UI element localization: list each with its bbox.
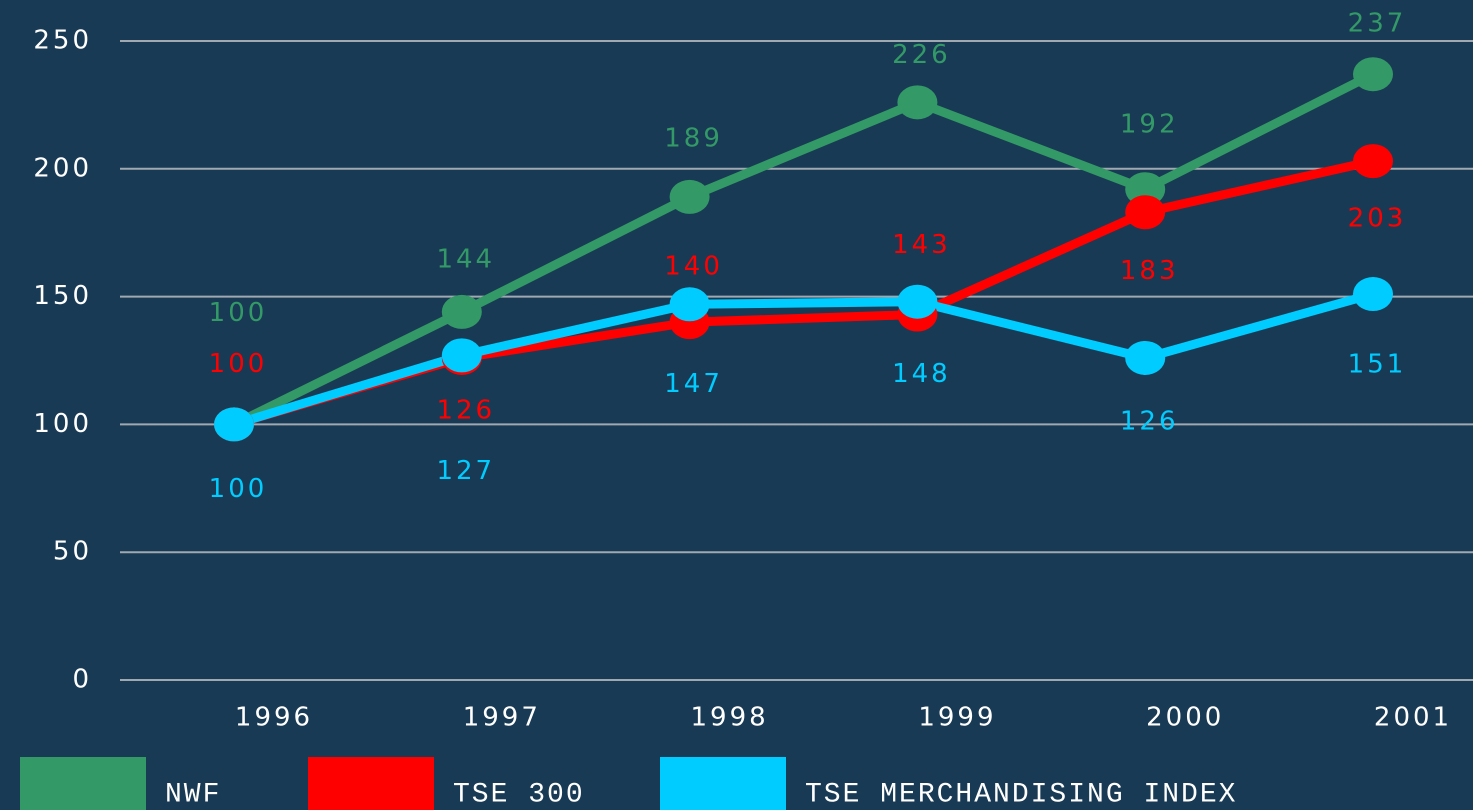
x-tick-label: 1999	[918, 703, 996, 733]
data-label: 126	[1120, 406, 1179, 436]
point-marker	[897, 284, 938, 319]
data-label: 226	[892, 40, 951, 70]
point-marker	[441, 338, 482, 373]
point-marker	[897, 85, 938, 120]
legend-swatch	[660, 757, 786, 810]
legend-swatch	[308, 757, 434, 810]
point-marker	[441, 294, 482, 329]
data-label: 100	[209, 298, 268, 328]
x-tick-label: 1997	[463, 703, 541, 733]
data-label: 127	[436, 456, 495, 486]
point-marker	[1125, 340, 1166, 375]
x-tick-label: 1998	[691, 703, 769, 733]
point-marker	[1125, 195, 1166, 230]
data-label: 183	[1120, 256, 1179, 286]
data-label: 189	[664, 123, 723, 153]
series-line	[232, 70, 1376, 429]
series-line	[232, 289, 1375, 429]
x-tick-label: 1996	[235, 703, 313, 733]
point-marker	[669, 179, 710, 214]
data-label: 237	[1348, 9, 1407, 39]
legend-swatch	[20, 757, 146, 810]
y-tick-label: 150	[33, 281, 92, 311]
data-label: 147	[664, 369, 723, 399]
data-label: 100	[209, 474, 268, 504]
data-label: 126	[436, 395, 495, 425]
data-label: 148	[892, 359, 951, 389]
point-marker	[214, 407, 254, 442]
legend-label: NWF	[165, 779, 221, 810]
legend-label: TSE MERCHANDISING INDEX	[805, 779, 1237, 810]
y-tick-label: 250	[33, 26, 92, 56]
y-tick-label: 200	[33, 153, 92, 183]
point-marker	[669, 287, 710, 322]
x-tick-label: 2000	[1146, 703, 1224, 733]
data-label: 143	[892, 230, 951, 260]
data-label: 192	[1120, 110, 1179, 140]
data-label: 151	[1348, 350, 1407, 380]
legend-label: TSE 300	[453, 779, 585, 810]
y-tick-label: 50	[53, 537, 92, 567]
y-tick-label: 0	[72, 665, 92, 695]
x-tick-label: 2001	[1374, 703, 1452, 733]
data-label: 140	[664, 252, 723, 282]
point-marker	[1353, 144, 1393, 179]
data-label: 144	[436, 244, 495, 274]
point-marker	[1353, 57, 1393, 92]
y-tick-label: 100	[33, 409, 92, 439]
point-marker	[1353, 277, 1393, 312]
data-label: 100	[209, 349, 268, 379]
data-label: 203	[1348, 204, 1407, 234]
